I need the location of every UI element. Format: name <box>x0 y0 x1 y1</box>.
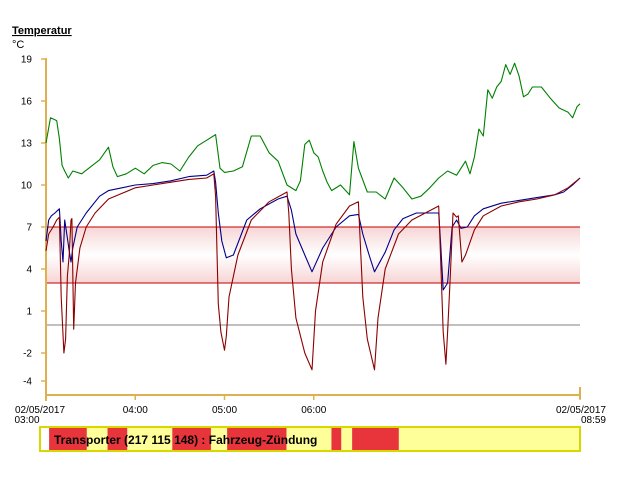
axis-layer <box>41 58 581 401</box>
y-tick-label: 13 <box>21 139 33 150</box>
band-layer <box>46 226 580 284</box>
x-tick-label: 02/05/2017 <box>15 405 65 416</box>
ignition-segment <box>352 428 399 450</box>
ignition-frame <box>39 426 581 452</box>
x-tick-label: 02/05/2017 <box>556 405 606 416</box>
ignition-segment <box>86 428 108 450</box>
y-tick-label: 7 <box>26 223 32 234</box>
x-tick-label: 04:00 <box>123 405 148 416</box>
y-tick-label: 19 <box>21 55 33 66</box>
x-tick-label-time: 03:00 <box>14 415 39 426</box>
series-line <box>45 62 581 200</box>
ignition-segments <box>49 428 579 450</box>
ignition-label: Transporter (217 115 148) : Fahrzeug-Zün… <box>54 433 317 447</box>
y-tick-label: 16 <box>21 97 33 108</box>
ignition-segment <box>107 428 128 450</box>
ignition-segment <box>341 428 353 450</box>
y-tick-label: -4 <box>23 377 32 388</box>
y-tick-label: 1 <box>26 307 32 318</box>
ignition-segment <box>49 428 87 450</box>
ignition-segment <box>331 428 342 450</box>
series-line <box>45 173 581 371</box>
ignition-segment <box>172 428 211 450</box>
tolerance-band <box>46 227 580 283</box>
ignition-bar: Transporter (217 115 148) : Fahrzeug-Zün… <box>39 426 581 452</box>
ignition-segment <box>398 428 579 450</box>
x-tick-label-time: 08:59 <box>581 415 606 426</box>
ignition-segment <box>286 428 332 450</box>
ignition-segment <box>127 428 173 450</box>
chart-title: Temperatur <box>12 25 72 37</box>
ignition-segment <box>210 428 228 450</box>
ignition-segment <box>227 428 287 450</box>
y-tick-label: -2 <box>23 349 32 360</box>
y-tick-label: 10 <box>21 181 33 192</box>
x-tick-label: 05:00 <box>212 405 237 416</box>
series-layer <box>45 62 581 371</box>
x-tick-label: 06:00 <box>301 405 326 416</box>
unit-label: °C <box>12 39 24 51</box>
y-tick-label: 4 <box>26 265 32 276</box>
